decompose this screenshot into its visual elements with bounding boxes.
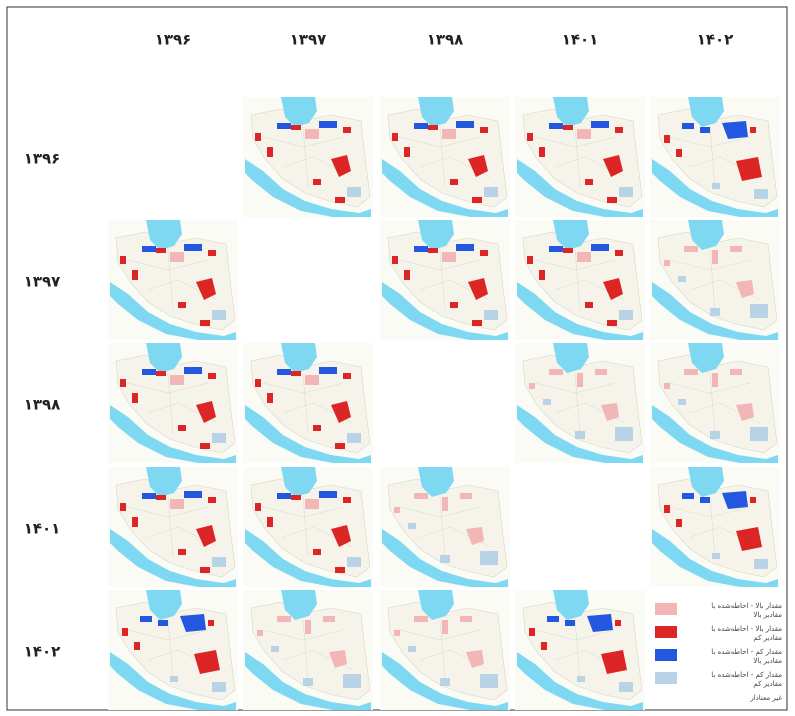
legend-label: مقدار بالا - احاطه‌شده با <box>711 602 782 610</box>
legend-label: مقدار بالا - احاطه‌شده با <box>711 625 782 633</box>
map-base <box>650 343 780 463</box>
map-base <box>515 220 645 340</box>
row-header: ۱۳۹۶ <box>24 150 61 168</box>
map-base <box>650 220 780 340</box>
row-header: ۱۳۹۸ <box>24 396 61 414</box>
legend-label: مقدار کم - احاطه‌شده با <box>711 671 782 679</box>
map-base <box>243 343 373 463</box>
map-base <box>380 590 510 710</box>
map <box>380 97 510 217</box>
map <box>380 590 510 710</box>
map <box>108 220 238 340</box>
legend-label: مقادیر کم <box>753 634 782 642</box>
map <box>108 467 238 587</box>
map <box>515 590 645 710</box>
map <box>108 590 238 710</box>
map <box>243 97 373 217</box>
row-header: ۱۴۰۲ <box>24 643 61 661</box>
legend-label: مقادیر بالا <box>753 611 782 619</box>
column-header: ۱۴۰۱ <box>562 31 599 49</box>
map-matrix: ۱۳۹۶ ۱۳۹۷ ۱۳۹۸ ۱۴۰۱ ۱۴۰۲ ۱۳۹۶ ۱۳۹۷ ۱۳۹۸ ۱۴۰۱ ۱۴۰۲… <box>0 0 795 716</box>
map-base <box>108 467 238 587</box>
map-base <box>515 97 645 217</box>
map-base <box>243 590 373 710</box>
map <box>650 343 780 463</box>
map <box>380 220 510 340</box>
column-header: ۱۳۹۸ <box>427 31 464 49</box>
map-base <box>108 220 238 340</box>
map <box>243 343 373 463</box>
column-header: ۱۳۹۶ <box>155 31 192 49</box>
map <box>380 467 510 587</box>
map-base <box>243 97 373 217</box>
map <box>515 343 645 463</box>
row-header: ۱۳۹۷ <box>24 273 61 291</box>
legend-label: غیر معنادار <box>749 694 782 702</box>
map <box>650 97 780 217</box>
map <box>108 343 238 463</box>
map-base <box>108 343 238 463</box>
map-base <box>380 220 510 340</box>
row-header: ۱۴۰۱ <box>24 520 61 538</box>
map <box>650 220 780 340</box>
legend-label: مقدار کم - احاطه‌شده با <box>711 648 782 656</box>
legend-swatch <box>655 672 677 684</box>
map <box>243 590 373 710</box>
map <box>650 467 780 587</box>
map-base <box>515 343 645 463</box>
map <box>243 467 373 587</box>
map-base <box>380 97 510 217</box>
legend-swatch <box>655 626 677 638</box>
legend-swatch <box>655 695 677 707</box>
page: {"header":{"columns":["۱۳۹۶","۱۳۹۷","۱۳۹… <box>0 0 795 716</box>
column-header: ۱۴۰۲ <box>697 31 734 49</box>
map <box>515 220 645 340</box>
legend-swatch <box>655 649 677 661</box>
legend-label: مقادیر کم <box>753 680 782 688</box>
map <box>515 97 645 217</box>
legend-label: مقادیر بالا <box>753 657 782 665</box>
map-base <box>243 467 373 587</box>
column-header: ۱۳۹۷ <box>290 31 327 49</box>
map-base <box>380 467 510 587</box>
legend-swatch <box>655 603 677 615</box>
